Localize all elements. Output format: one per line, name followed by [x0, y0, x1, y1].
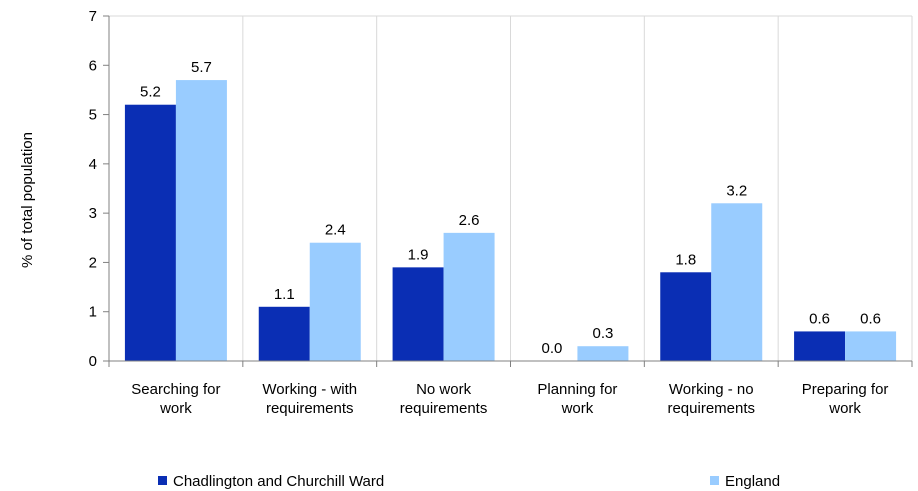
data-label: 0.6 — [809, 310, 830, 327]
data-label: 0.6 — [860, 310, 881, 327]
data-label: 5.2 — [140, 84, 161, 101]
x-category-label: Working - no — [669, 381, 754, 398]
bar-ward — [124, 104, 176, 361]
bar-england — [577, 346, 629, 361]
axes: 0 1 2 3 4 5 6 7 — [89, 8, 913, 370]
data-label: 1.8 — [675, 251, 696, 268]
data-label: 5.7 — [191, 59, 212, 76]
y-tick-label: 0 — [89, 353, 97, 370]
bar-england — [175, 80, 227, 362]
bar-england — [309, 242, 361, 361]
y-axis-title: % of total population — [19, 132, 36, 268]
data-label: 1.1 — [274, 286, 295, 303]
x-category-label: Working - with — [262, 381, 357, 398]
data-label: 2.6 — [459, 212, 480, 229]
bar-ward — [660, 272, 712, 361]
bars — [124, 80, 897, 362]
x-category-label: No work — [416, 381, 472, 398]
y-tick-label: 5 — [89, 107, 97, 124]
x-category-label: requirements — [266, 400, 354, 417]
data-label: 0.0 — [541, 340, 562, 357]
y-tick-label: 4 — [89, 156, 97, 173]
bar-england — [711, 203, 763, 361]
x-category-label: work — [159, 400, 192, 417]
legend-label: England — [725, 473, 780, 490]
x-category-label: Planning for — [537, 381, 617, 398]
y-tick-label: 7 — [89, 8, 97, 25]
x-category-label: work — [561, 400, 594, 417]
legend-label: Chadlington and Churchill Ward — [173, 473, 384, 490]
y-tick-label: 3 — [89, 205, 97, 222]
data-label: 1.9 — [408, 246, 429, 263]
x-category-label: requirements — [667, 400, 755, 417]
x-category-label: Searching for — [131, 381, 220, 398]
bar-england — [443, 232, 495, 361]
x-category-label: Preparing for — [802, 381, 889, 398]
bar-ward — [794, 331, 846, 361]
legend-swatch — [710, 476, 719, 485]
y-tick-label: 2 — [89, 254, 97, 271]
x-category-label: work — [828, 400, 861, 417]
bar-ward — [392, 267, 444, 361]
legend-swatch — [158, 476, 167, 485]
data-label: 3.2 — [726, 182, 747, 199]
data-label: 2.4 — [325, 222, 346, 239]
y-tick-label: 1 — [89, 304, 97, 321]
x-category-label: requirements — [400, 400, 488, 417]
data-label: 0.3 — [592, 325, 613, 342]
gridlines — [109, 15, 913, 361]
bar-ward — [258, 306, 310, 361]
legend: Chadlington and Churchill Ward England — [158, 473, 780, 490]
bar-england — [845, 331, 897, 361]
labels: 5.2 5.7 Searching for work 1.1 2.4 Working - w… — [131, 59, 888, 417]
y-tick-label: 6 — [89, 57, 97, 74]
